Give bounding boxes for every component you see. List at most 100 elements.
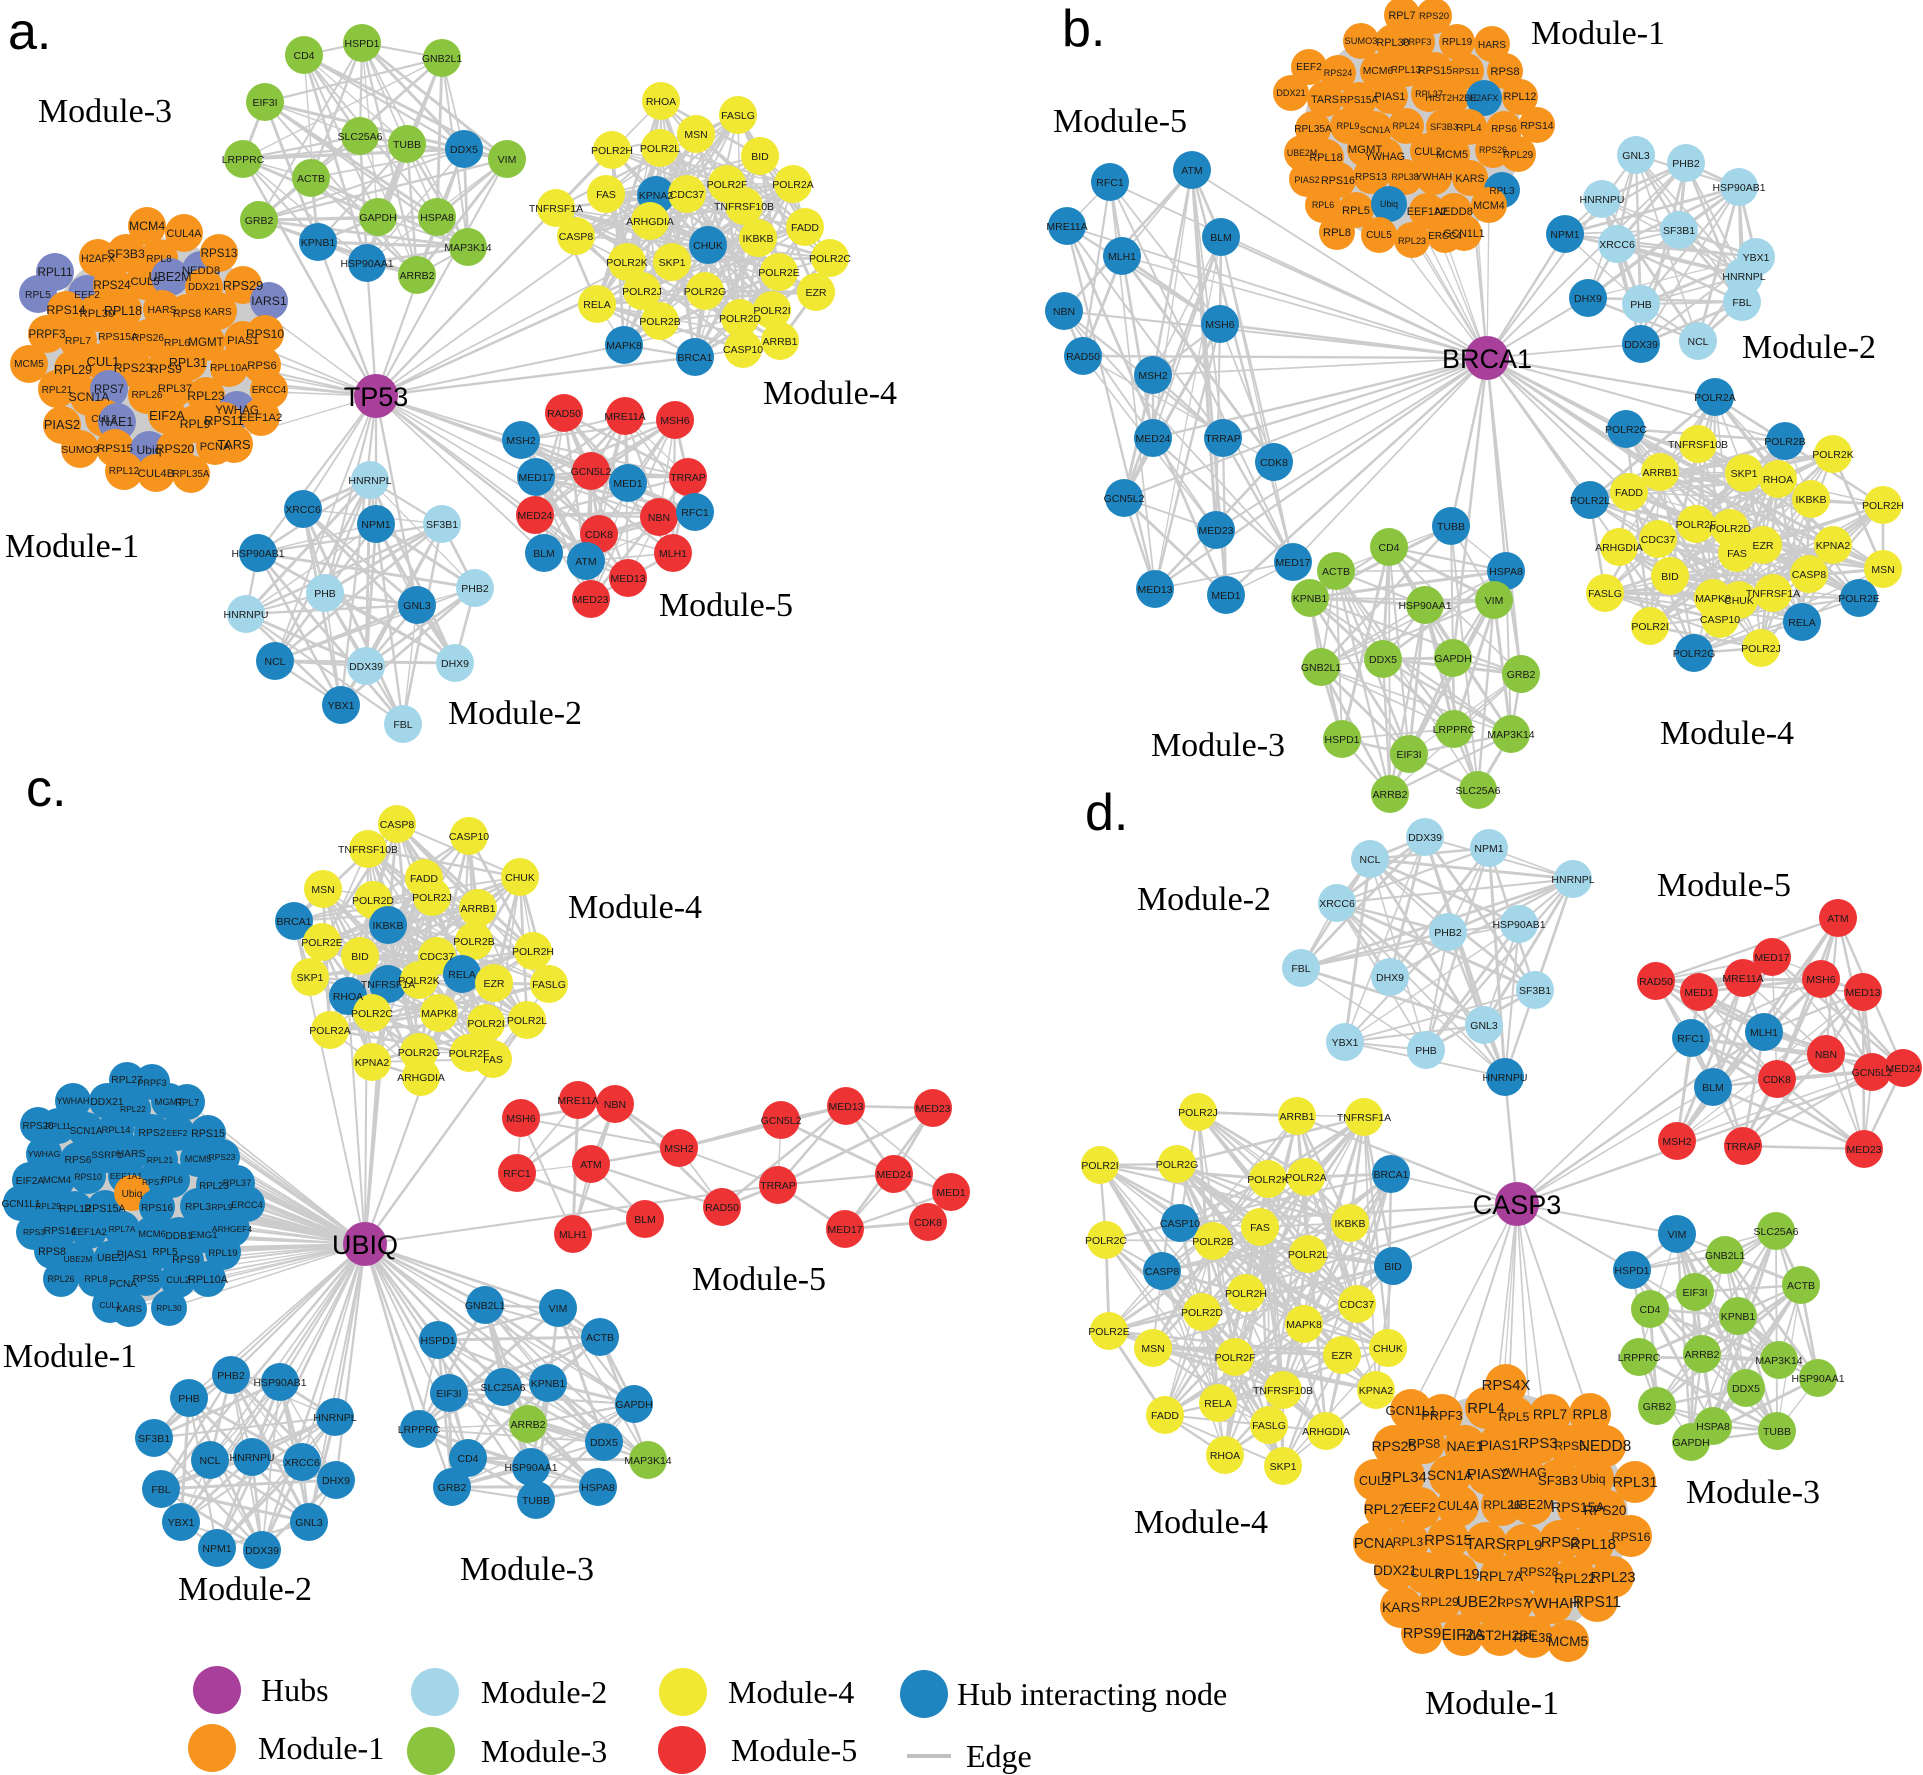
svg-text:HIST2H2BE: HIST2H2BE <box>1462 1627 1538 1643</box>
svg-text:EEF2: EEF2 <box>1296 62 1322 73</box>
svg-text:RPS10: RPS10 <box>246 327 284 341</box>
svg-text:FAS: FAS <box>1250 1222 1270 1234</box>
svg-text:RPL18: RPL18 <box>104 304 142 318</box>
svg-text:XRCC6: XRCC6 <box>285 504 321 516</box>
svg-text:POLR2A: POLR2A <box>309 1025 350 1037</box>
svg-text:RPL9: RPL9 <box>211 1202 232 1212</box>
svg-text:MED13: MED13 <box>1137 584 1172 596</box>
svg-text:PIAS2: PIAS2 <box>1467 1466 1510 1483</box>
svg-text:CDC37: CDC37 <box>670 189 705 201</box>
svg-text:RELA: RELA <box>1204 1398 1231 1410</box>
svg-text:DDX21: DDX21 <box>1373 1563 1417 1578</box>
svg-text:RPL5: RPL5 <box>1499 1410 1530 1424</box>
svg-text:POLR2C: POLR2C <box>809 253 851 265</box>
svg-text:RPS3: RPS3 <box>1518 1435 1557 1452</box>
svg-text:CUL4B: CUL4B <box>138 468 175 480</box>
svg-text:PHB: PHB <box>1630 299 1652 311</box>
svg-text:HNRNPU: HNRNPU <box>1483 1072 1528 1084</box>
svg-text:CUL4A: CUL4A <box>1438 1499 1479 1513</box>
svg-text:RPL7A: RPL7A <box>109 1224 136 1234</box>
svg-text:HSP90AB1: HSP90AB1 <box>253 1377 306 1389</box>
svg-text:YWHAG: YWHAG <box>1499 1466 1546 1480</box>
svg-text:MED24: MED24 <box>1885 1063 1920 1075</box>
svg-text:LRPPRC: LRPPRC <box>1433 724 1476 736</box>
svg-text:RPL7: RPL7 <box>1533 1407 1567 1422</box>
svg-text:FBL: FBL <box>393 719 412 731</box>
svg-text:RPS23: RPS23 <box>114 361 153 375</box>
svg-text:RPS6: RPS6 <box>1491 124 1517 135</box>
svg-text:RPL8: RPL8 <box>1323 227 1351 239</box>
svg-text:RPS7: RPS7 <box>1497 1596 1529 1610</box>
svg-text:POLR2F: POLR2F <box>1676 519 1717 531</box>
svg-text:LRPPRC: LRPPRC <box>1618 1352 1661 1364</box>
svg-text:RPL23: RPL23 <box>1590 1570 1635 1586</box>
svg-text:MSH2: MSH2 <box>1138 370 1167 382</box>
svg-text:CUL2: CUL2 <box>91 414 117 425</box>
svg-text:MED17: MED17 <box>827 1224 862 1236</box>
svg-text:RPL29: RPL29 <box>54 363 92 377</box>
svg-text:TRRAP: TRRAP <box>1725 1141 1761 1153</box>
svg-text:RPL19: RPL19 <box>208 1248 237 1259</box>
svg-text:RPS7: RPS7 <box>142 1177 164 1187</box>
svg-text:YBX1: YBX1 <box>1743 252 1770 264</box>
svg-text:RPS13: RPS13 <box>201 248 238 260</box>
svg-text:TARS: TARS <box>1311 94 1339 106</box>
svg-text:ACTB: ACTB <box>586 1332 614 1344</box>
svg-text:RPS11: RPS11 <box>1453 66 1480 76</box>
svg-text:RPL26: RPL26 <box>48 1274 75 1284</box>
svg-text:PHB2: PHB2 <box>217 1370 245 1382</box>
svg-text:FADD: FADD <box>791 222 819 234</box>
svg-text:ARRB2: ARRB2 <box>510 1419 545 1431</box>
svg-text:MSN: MSN <box>684 129 707 141</box>
svg-text:H2AFX: H2AFX <box>81 253 115 265</box>
svg-text:GCN5L2: GCN5L2 <box>1852 1067 1893 1079</box>
svg-text:POLR2F: POLR2F <box>707 179 748 191</box>
svg-text:EIF3I: EIF3I <box>1396 749 1421 761</box>
svg-text:MRE11A: MRE11A <box>604 411 645 423</box>
svg-text:RPS20: RPS20 <box>1419 11 1449 22</box>
svg-text:MSH6: MSH6 <box>1806 974 1835 986</box>
svg-text:POLR2B: POLR2B <box>1192 1236 1233 1248</box>
svg-text:RPL37: RPL37 <box>1415 89 1443 99</box>
svg-text:ATM: ATM <box>1827 913 1848 925</box>
svg-text:EEF1A2: EEF1A2 <box>1407 206 1448 218</box>
svg-text:HNRNPU: HNRNPU <box>1580 194 1625 206</box>
svg-text:YWHAH: YWHAH <box>1524 1595 1580 1612</box>
svg-text:KARS: KARS <box>116 1304 142 1315</box>
svg-text:MGMT: MGMT <box>188 337 223 349</box>
svg-text:RPL8: RPL8 <box>146 254 172 265</box>
svg-text:HSP90AB1: HSP90AB1 <box>1712 182 1765 194</box>
svg-text:PCNA: PCNA <box>109 1279 137 1290</box>
svg-text:ERCC4: ERCC4 <box>231 1199 263 1210</box>
svg-text:POLR2L: POLR2L <box>1288 1249 1328 1261</box>
svg-text:RPL35A: RPL35A <box>172 469 209 480</box>
svg-text:RPL13: RPL13 <box>1391 65 1422 76</box>
svg-text:Module-1: Module-1 <box>1531 15 1665 52</box>
svg-text:YWHAH: YWHAH <box>1416 172 1453 183</box>
svg-text:MED1: MED1 <box>936 1187 965 1199</box>
svg-text:EIF3I: EIF3I <box>1682 1287 1707 1299</box>
svg-text:GNL3: GNL3 <box>1622 150 1650 162</box>
svg-text:RPS9: RPS9 <box>172 1254 200 1266</box>
svg-text:RPS15: RPS15 <box>97 443 133 455</box>
svg-text:ARHGDIA: ARHGDIA <box>1302 1426 1350 1438</box>
svg-text:MAP3K14: MAP3K14 <box>444 242 491 254</box>
svg-text:CUL5: CUL5 <box>130 276 159 288</box>
svg-text:EZR: EZR <box>484 978 505 990</box>
svg-text:GNB2L1: GNB2L1 <box>422 53 462 65</box>
svg-text:RPS20: RPS20 <box>156 442 195 456</box>
svg-text:MSN: MSN <box>1141 1343 1164 1355</box>
svg-text:POLR2G: POLR2G <box>398 1047 441 1059</box>
svg-text:UBE2M: UBE2M <box>1510 1498 1554 1512</box>
svg-text:EEF2: EEF2 <box>167 1129 188 1138</box>
svg-text:RPS15: RPS15 <box>191 1128 225 1140</box>
svg-text:RPL24: RPL24 <box>1393 121 1420 131</box>
svg-text:POLR2A: POLR2A <box>1694 392 1735 404</box>
svg-text:Ubiq: Ubiq <box>122 1189 143 1200</box>
svg-text:POLR2D: POLR2D <box>719 313 761 325</box>
svg-text:HNRNPU: HNRNPU <box>230 1452 275 1464</box>
svg-text:POLR2H: POLR2H <box>591 145 633 157</box>
svg-text:KPNB1: KPNB1 <box>531 1378 566 1390</box>
svg-text:SSRP1: SSRP1 <box>91 1150 122 1161</box>
svg-text:ARRB1: ARRB1 <box>1279 1111 1314 1123</box>
